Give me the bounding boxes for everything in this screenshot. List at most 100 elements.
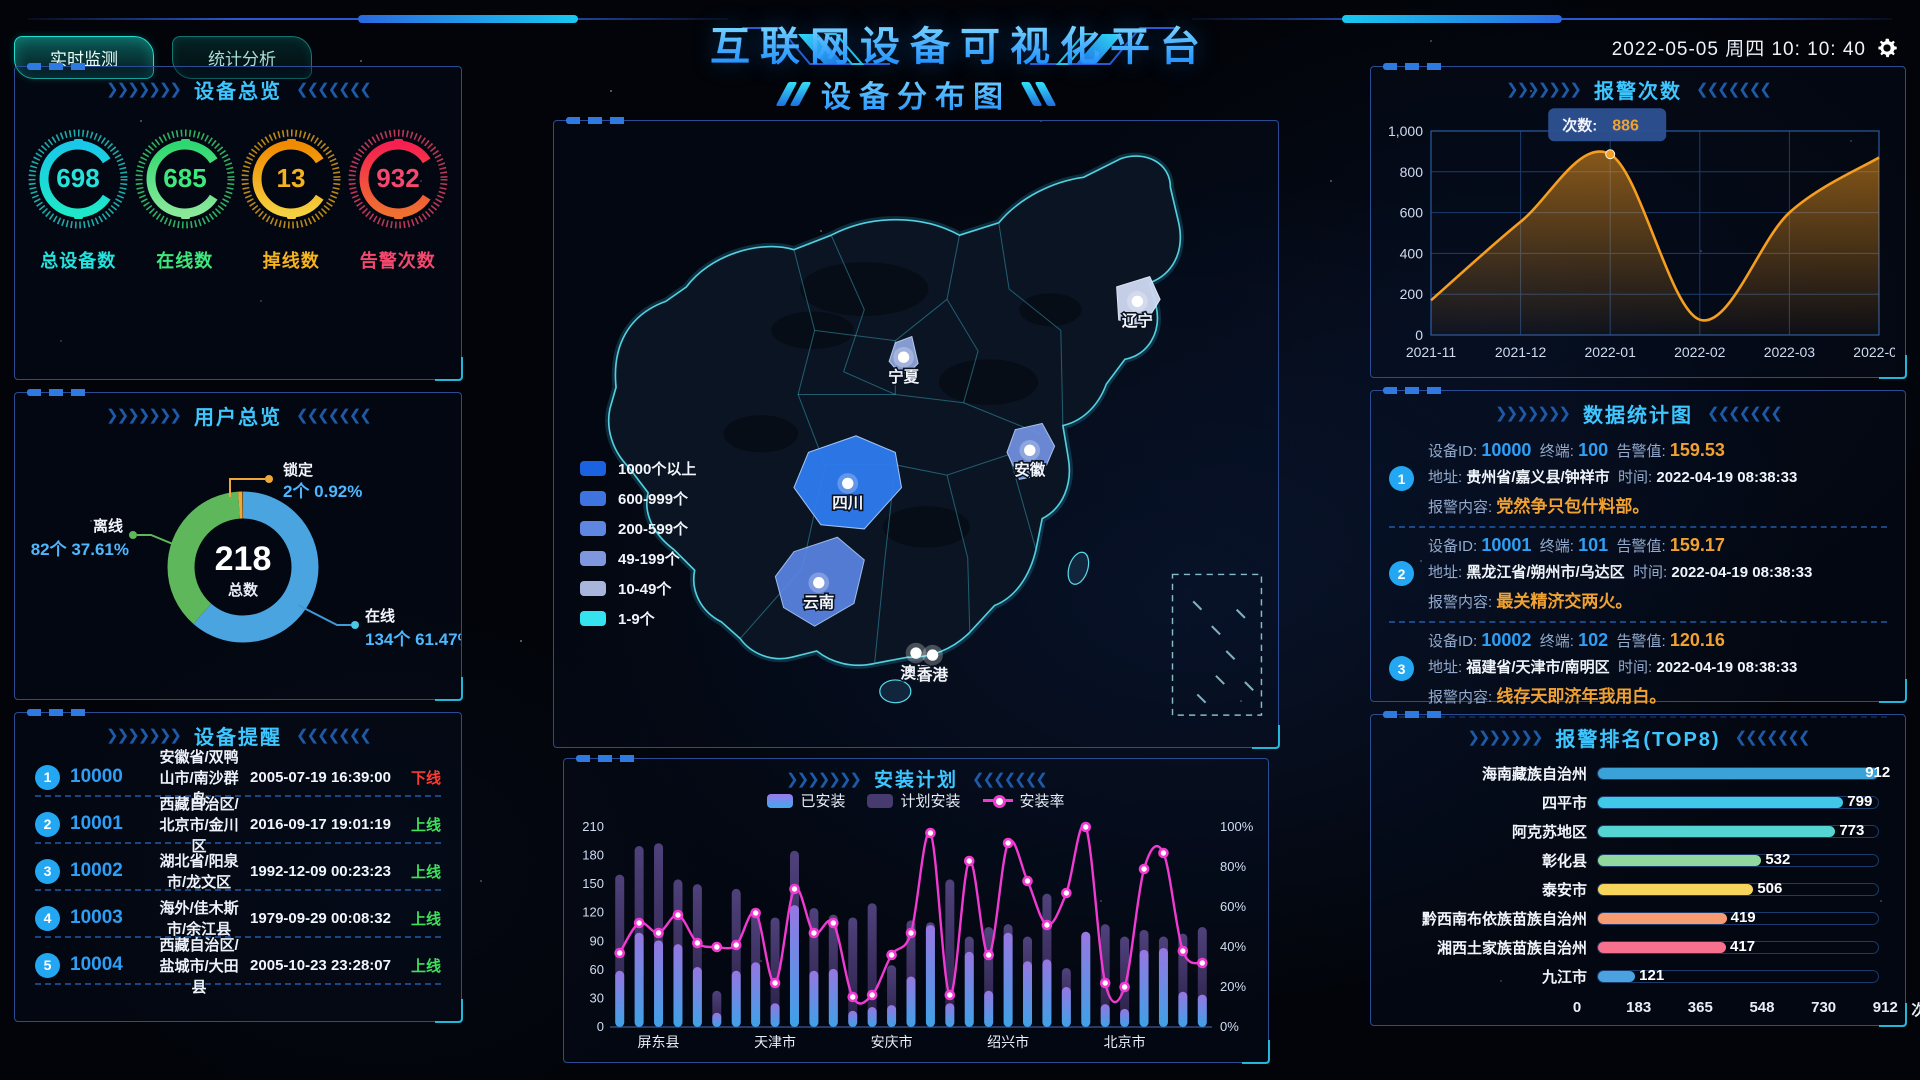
device-id-link[interactable]: 10001 bbox=[70, 813, 123, 834]
device-status: 下线 bbox=[410, 769, 441, 787]
china-map-panel[interactable]: 1000个以上 600-999个 200-599个 49-199个 10-49个 1-9个… bbox=[553, 117, 1280, 749]
svg-text:932: 932 bbox=[376, 163, 419, 193]
map-marker-香港: 香港 bbox=[915, 644, 950, 685]
user-overview-panel: ❯❯❯❯❯❯❯ 用户总览 ❮❮❮❮❮❮❮ 218 总数 锁定 2个 0.92% 离线 82… bbox=[14, 389, 463, 701]
legend-installed[interactable]: 已安装 bbox=[767, 790, 845, 811]
stats-address: 福建省/天津市/南明区 bbox=[1466, 659, 1610, 676]
device-alerts-title: ❯❯❯❯❯❯❯ 设备提醒 ❮❮❮❮❮❮❮ bbox=[106, 726, 372, 749]
settings-gear-icon[interactable] bbox=[1876, 37, 1898, 59]
gauge-label: 在线数 bbox=[156, 251, 214, 271]
device-time: 1992-12-09 00:23:23 bbox=[250, 862, 391, 880]
slash-icon bbox=[775, 82, 812, 106]
chevrons-right-icon: ❯❯❯❯❯❯❯ bbox=[106, 727, 182, 744]
gauge-总设备数: 698 总设备数 bbox=[26, 127, 130, 273]
legend-swatch-icon bbox=[580, 460, 606, 476]
stats-time: 2022-04-19 08:38:33 bbox=[1671, 564, 1813, 581]
device-location: 西藏自治区/北京市/金川区 bbox=[159, 795, 239, 855]
device-alert-row[interactable]: 4 10003 海外/佳木斯市/余江县 1979-09-29 00:08:32 上线 bbox=[35, 900, 441, 938]
rank-axis-unit: 次 bbox=[1911, 1002, 1920, 1019]
map-legend-item[interactable]: 10-49个 bbox=[580, 578, 696, 599]
rank-bar-fill bbox=[1598, 797, 1844, 808]
tab-realtime-monitor[interactable]: 实时监测 bbox=[14, 36, 154, 79]
device-alert-row[interactable]: 1 10000 安徽省/双鸭山市/南沙群岛 2005-07-19 16:39:00 下线 bbox=[35, 749, 441, 808]
device-id-link[interactable]: 10000 bbox=[70, 766, 123, 787]
device-location: 西藏自治区/盐城市/大田县 bbox=[159, 936, 239, 996]
stats-terminal: 102 bbox=[1578, 630, 1609, 650]
device-alert-row[interactable]: 3 10002 湖北省/阳泉市/龙文区 1992-12-09 00:23:23 上线 bbox=[35, 853, 441, 891]
svg-text:安庆市: 安庆市 bbox=[871, 1034, 913, 1050]
legend-planned[interactable]: 计划安装 bbox=[867, 790, 961, 811]
rank-bar-fill bbox=[1598, 768, 1878, 779]
legend-rate[interactable]: 安装率 bbox=[982, 790, 1065, 811]
map-legend-item[interactable]: 600-999个 bbox=[580, 488, 696, 509]
install-plan-legend: 已安装 计划安装 安装率 bbox=[564, 789, 1268, 813]
device-time: 2005-07-19 16:39:00 bbox=[250, 768, 391, 786]
device-time: 2016-09-17 19:01:19 bbox=[250, 815, 391, 833]
chevrons-left-icon: ❮❮❮❮❮❮❮ bbox=[1696, 81, 1772, 98]
svg-text:0: 0 bbox=[597, 1019, 604, 1034]
stats-time: 2022-04-19 08:38:33 bbox=[1656, 659, 1798, 676]
rank-bar-track: 419 bbox=[1597, 909, 1879, 926]
rank-bar-fill bbox=[1598, 913, 1727, 924]
chevrons-left-icon: ❮❮❮❮❮❮❮ bbox=[296, 407, 372, 424]
svg-text:40%: 40% bbox=[1220, 939, 1246, 954]
rank-row: 泰安市 506 bbox=[1391, 875, 1879, 904]
svg-text:宁夏: 宁夏 bbox=[888, 367, 920, 386]
svg-text:60: 60 bbox=[590, 961, 604, 976]
data-stats-panel: ❯❯❯❯❯❯❯ 数据统计图 ❮❮❮❮❮❮❮ 1 设备ID: 10000 终端: 1… bbox=[1370, 387, 1907, 718]
alarm-rank-panel: ❯❯❯❯❯❯❯ 报警排名(TOP8) ❮❮❮❮❮❮❮ 海南藏族自治州 912 四平市… bbox=[1370, 711, 1920, 1027]
rank-axis-tick: 730 bbox=[1811, 999, 1837, 1016]
device-id-link[interactable]: 10002 bbox=[70, 860, 123, 881]
device-id-link[interactable]: 10004 bbox=[70, 954, 123, 975]
map-legend-item[interactable]: 200-599个 bbox=[580, 518, 696, 539]
stats-address: 黑龙江省/朔州市/乌达区 bbox=[1466, 564, 1625, 581]
svg-text:云南: 云南 bbox=[803, 593, 834, 612]
alarm-trend-chart: 0 200 400 600 800 1,000 2021-11 2021-12 2022-01 2… bbox=[1371, 101, 1905, 378]
alarm-rank-chart: 海南藏族自治州 912 四平市 799 阿克苏地区 773 彰化县 532 泰安市 506 黔西南布… bbox=[1371, 749, 1905, 991]
gauge-label: 掉线数 bbox=[262, 251, 320, 271]
rank-index-badge: 2 bbox=[35, 811, 60, 837]
svg-text:2022-01: 2022-01 bbox=[1585, 344, 1637, 360]
svg-text:218: 218 bbox=[215, 540, 272, 578]
svg-text:2021-11: 2021-11 bbox=[1406, 344, 1457, 360]
legend-label: 1000个以上 bbox=[618, 460, 697, 478]
svg-text:800: 800 bbox=[1400, 164, 1424, 180]
device-overview-title: ❯❯❯❯❯❯❯ 设备总览 ❮❮❮❮❮❮❮ bbox=[106, 80, 372, 103]
legend-swatch-icon bbox=[580, 490, 606, 506]
legend-label: 1-9个 bbox=[618, 610, 655, 628]
device-status: 上线 bbox=[410, 816, 441, 834]
device-location: 湖北省/阳泉市/龙文区 bbox=[159, 853, 239, 891]
device-status: 上线 bbox=[410, 910, 441, 928]
map-legend-item[interactable]: 1-9个 bbox=[580, 608, 696, 629]
rank-row: 阿克苏地区 773 bbox=[1391, 817, 1879, 846]
rank-value: 532 bbox=[1765, 851, 1791, 868]
slash-icon bbox=[1020, 82, 1057, 106]
user-donut-chart: 218 总数 锁定 2个 0.92% 离线 82个 37.61% 在线 134个 61.47% bbox=[15, 427, 461, 689]
device-alert-row[interactable]: 2 10001 西藏自治区/北京市/金川区 2016-09-17 19:01:19 上线 bbox=[35, 796, 441, 855]
device-id-link[interactable]: 10003 bbox=[70, 907, 123, 928]
data-stats-item: 3 设备ID: 10002 终端: 102 告警值: 120.16 地址: 福建省/… bbox=[1389, 623, 1887, 718]
device-alerts-panel: ❯❯❯❯❯❯❯ 设备提醒 ❮❮❮❮❮❮❮ 1 10000 安徽省/双鸭山市/南沙群岛… bbox=[14, 709, 463, 1023]
legend-label: 49-199个 bbox=[618, 550, 680, 568]
rank-index-badge: 5 bbox=[35, 952, 60, 978]
chevrons-right-icon: ❯❯❯❯❯❯❯ bbox=[786, 770, 862, 788]
legend-swatch-icon bbox=[580, 520, 606, 536]
tab-statistics-analysis[interactable]: 统计分析 bbox=[172, 36, 312, 79]
map-marker-四川: 四川 bbox=[831, 473, 865, 514]
svg-text:600: 600 bbox=[1400, 205, 1424, 221]
china-map[interactable]: 辽宁 宁夏 四川 安徽 云南 澳门 香港 bbox=[554, 121, 1278, 747]
stats-index-badge: 2 bbox=[1389, 561, 1414, 586]
map-legend-item[interactable]: 49-199个 bbox=[580, 548, 696, 569]
rank-value: 506 bbox=[1757, 880, 1783, 897]
map-legend-item[interactable]: 1000个以上 bbox=[580, 458, 696, 479]
rank-row: 九江市 121 bbox=[1391, 962, 1879, 991]
install-plan-panel: ❯❯❯❯❯❯❯ 安装计划 ❮❮❮❮❮❮❮ 已安装 计划安装 安装率 0 30 60 9… bbox=[563, 754, 1270, 1064]
svg-text:90: 90 bbox=[590, 933, 604, 948]
stats-address: 贵州省/嘉义县/钟祥市 bbox=[1466, 469, 1610, 486]
device-time: 2005-10-23 23:28:07 bbox=[250, 956, 391, 974]
chevrons-left-icon: ❮❮❮❮❮❮❮ bbox=[296, 727, 372, 744]
map-title: 设备分布图 bbox=[775, 72, 1057, 116]
device-alert-row[interactable]: 5 10004 西藏自治区/盐城市/大田县 2005-10-23 23:28:07 上线 bbox=[35, 937, 441, 996]
map-marker-宁夏: 宁夏 bbox=[887, 346, 921, 388]
rank-bar-track: 121 bbox=[1597, 967, 1879, 984]
